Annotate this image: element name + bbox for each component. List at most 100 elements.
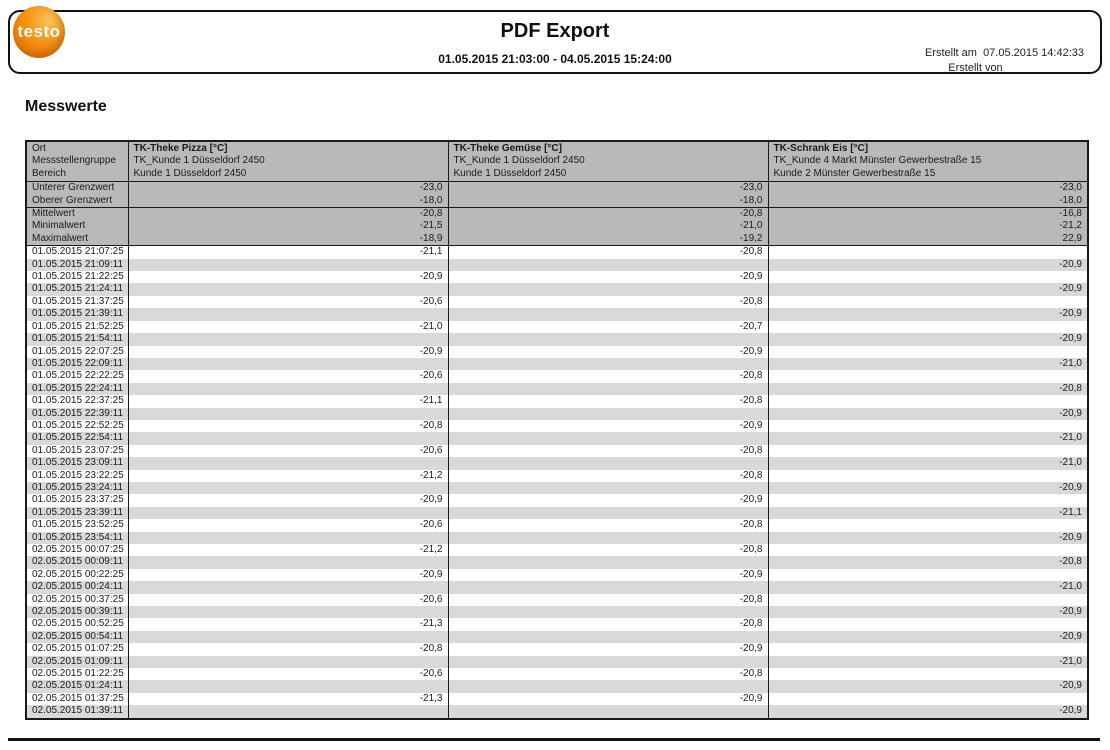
value-cell: -20,9 (767, 705, 1088, 719)
measurement-row: 02.05.2015 00:09:11 -20,8 (26, 556, 1088, 569)
value-cell: -18,9 (127, 232, 448, 246)
value-cell: -20,9 (767, 308, 1088, 321)
measurement-row: 02.05.2015 00:24:11 -21,0 (26, 581, 1088, 594)
value-cell: -21,1 (767, 506, 1088, 520)
timestamp-cell: 01.05.2015 22:52:25 (26, 419, 128, 433)
timestamp-cell: 02.05.2015 00:52:25 (26, 618, 128, 631)
value-cell: -20,8 (447, 593, 768, 607)
value-cell: -21,0 (767, 581, 1088, 594)
value-cell: -20,9 (447, 271, 768, 284)
value-cell: -18,0 (767, 194, 1088, 208)
measurement-row: 01.05.2015 23:24:11 -20,9 (26, 481, 1088, 495)
value-cell (767, 419, 1088, 433)
value-cell (447, 481, 768, 495)
value-cell: -20,8 (127, 207, 448, 221)
value-cell: -21,0 (767, 357, 1088, 371)
value-cell: -18,0 (127, 194, 448, 208)
value-cell (127, 506, 448, 520)
value-cell (767, 668, 1088, 681)
value-cell: -20,9 (447, 494, 768, 507)
timestamp-cell: 01.05.2015 21:37:25 (26, 295, 128, 309)
row-header-label: Ort (32, 143, 46, 154)
value-cell: -20,9 (127, 271, 448, 284)
row-header-label: Messstellengruppe (32, 155, 116, 167)
value-cell (127, 531, 448, 544)
timestamp-cell: 01.05.2015 22:09:11 (26, 357, 128, 371)
value-cell: -20,9 (447, 692, 768, 706)
report-date-range: 01.05.2015 21:03:00 - 04.05.2015 15:24:0… (438, 52, 672, 66)
stat-label: Mittelwert (26, 207, 128, 221)
limit-label: Oberer Grenzwert (26, 194, 128, 208)
measurement-row: 02.05.2015 01:22:25 -20,6 -20,8 (26, 668, 1088, 681)
value-cell (767, 643, 1088, 656)
value-cell: -20,8 (447, 668, 768, 681)
value-cell (767, 395, 1088, 408)
created-by-label: Erstellt von (948, 62, 1003, 74)
value-cell: -20,8 (447, 295, 768, 309)
measurement-row: 02.05.2015 00:54:11 -20,9 (26, 630, 1088, 644)
timestamp-cell: 01.05.2015 23:24:11 (26, 481, 128, 495)
value-cell (447, 606, 768, 619)
timestamp-cell: 01.05.2015 22:24:11 (26, 382, 128, 396)
value-cell (767, 370, 1088, 383)
value-cell (127, 357, 448, 371)
value-cell (127, 556, 448, 569)
col-group: TK_Kunde 1 Düsseldorf 2450 (453, 155, 585, 167)
measurement-row: 01.05.2015 22:52:25 -20,8 -20,9 (26, 419, 1088, 433)
measurement-row: 01.05.2015 23:07:25 -20,6 -20,8 (26, 444, 1088, 458)
measurement-row: 01.05.2015 23:37:25 -20,9 -20,9 (26, 494, 1088, 507)
timestamp-cell: 02.05.2015 01:39:11 (26, 705, 128, 719)
value-cell (767, 494, 1088, 507)
value-cell: -20,8 (127, 643, 448, 656)
value-cell (127, 457, 448, 470)
value-cell: -21,2 (127, 544, 448, 557)
timestamp-cell: 01.05.2015 21:09:11 (26, 258, 128, 272)
value-cell (127, 432, 448, 445)
measurements-table: Ort Messstellengruppe Bereich TK-Theke Pizz… (25, 140, 1089, 720)
value-cell: -23,0 (127, 181, 448, 195)
value-cell (767, 593, 1088, 607)
timestamp-cell: 01.05.2015 21:54:11 (26, 333, 128, 346)
measurement-row: 01.05.2015 22:39:11 -20,9 (26, 407, 1088, 420)
value-cell: -23,0 (767, 181, 1088, 195)
value-cell: -21,3 (127, 692, 448, 706)
measurement-row: 02.05.2015 01:37:25 -21,3 -20,9 (26, 692, 1088, 706)
value-cell: -20,9 (767, 531, 1088, 544)
value-cell: -20,8 (447, 245, 768, 259)
value-cell (447, 556, 768, 569)
value-cell (447, 655, 768, 669)
value-cell: -20,9 (767, 283, 1088, 296)
timestamp-cell: 01.05.2015 23:54:11 (26, 531, 128, 544)
measurement-row: 01.05.2015 23:54:11 -20,9 (26, 531, 1088, 544)
timestamp-cell: 02.05.2015 00:54:11 (26, 630, 128, 644)
value-cell (127, 606, 448, 619)
col-title: TK-Theke Pizza [°C] (133, 143, 228, 154)
timestamp-cell: 02.05.2015 01:07:25 (26, 643, 128, 656)
value-cell (447, 258, 768, 272)
value-cell (127, 680, 448, 693)
limit-row: Unterer Grenzwert -23,0 -23,0 -23,0 (26, 181, 1088, 195)
value-cell: -21,3 (127, 618, 448, 631)
value-cell (447, 308, 768, 321)
created-at-line: Erstellt am 07.05.2015 14:42:33 (925, 46, 1084, 61)
report-title-block: PDF Export 01.05.2015 21:03:00 - 04.05.2… (10, 20, 1100, 66)
value-cell: -20,8 (447, 444, 768, 458)
stat-label: Minimalwert (26, 220, 128, 233)
value-cell: -21,0 (767, 655, 1088, 669)
timestamp-cell: 01.05.2015 21:22:25 (26, 271, 128, 284)
stat-label: Maximalwert (26, 232, 128, 246)
value-cell: -20,9 (767, 258, 1088, 272)
measurement-row: 02.05.2015 00:39:11 -20,9 (26, 606, 1088, 619)
measurement-row: 01.05.2015 21:52:25 -21,0 -20,7 (26, 320, 1088, 334)
timestamp-cell: 02.05.2015 01:24:11 (26, 680, 128, 693)
timestamp-cell: 01.05.2015 21:52:25 (26, 320, 128, 334)
timestamp-cell: 01.05.2015 23:07:25 (26, 444, 128, 458)
value-cell: -20,9 (767, 606, 1088, 619)
value-cell: -20,8 (447, 519, 768, 532)
testo-logo-icon: testo (13, 6, 65, 58)
measurement-row: 02.05.2015 01:24:11 -20,9 (26, 680, 1088, 693)
limits-section: Unterer Grenzwert -23,0 -23,0 -23,0 Oberer G… (26, 181, 1088, 208)
value-cell (767, 692, 1088, 706)
value-cell: -20,6 (127, 444, 448, 458)
